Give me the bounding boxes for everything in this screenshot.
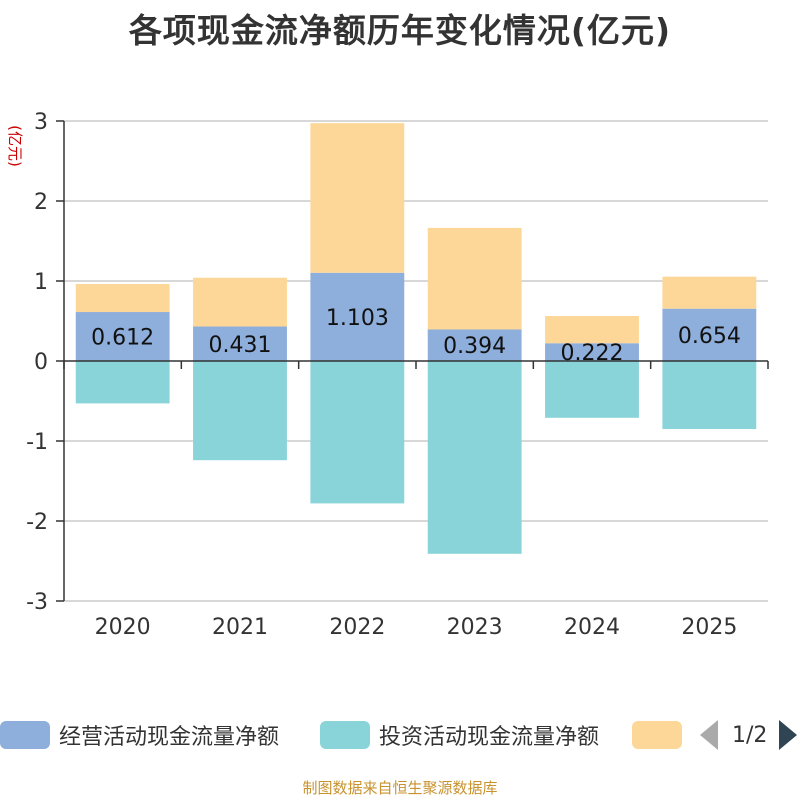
bar-series1-2021[interactable] bbox=[193, 361, 287, 461]
bar-series1-2025[interactable] bbox=[662, 361, 757, 429]
y-tick-label-6: -3 bbox=[26, 590, 48, 615]
y-tick-label-4: -1 bbox=[26, 430, 48, 455]
bar-series2-2023[interactable] bbox=[427, 227, 522, 330]
bar-series0-2022[interactable] bbox=[310, 272, 405, 361]
legend-swatch-third bbox=[632, 721, 682, 749]
data-label-2020: 0.612 bbox=[91, 326, 154, 351]
data-label-2025: 0.654 bbox=[678, 324, 741, 349]
legend-prev-page-icon[interactable] bbox=[700, 720, 718, 750]
data-source-footer: 制图数据来自恒生聚源数据库 bbox=[302, 779, 498, 797]
bar-series0-2020[interactable] bbox=[75, 312, 170, 361]
data-label-2021: 0.431 bbox=[209, 333, 272, 358]
y-tick-label-3: 0 bbox=[34, 350, 48, 375]
x-tick-label-2023: 2023 bbox=[447, 615, 503, 640]
data-label-2023: 0.394 bbox=[443, 334, 506, 359]
bar-series1-2020[interactable] bbox=[75, 361, 170, 404]
legend-label-investing: 投资活动现金流量净额 bbox=[379, 725, 600, 750]
data-label-2024: 0.222 bbox=[561, 341, 624, 366]
data-label-2022: 1.103 bbox=[326, 306, 389, 331]
grid-lines bbox=[64, 120, 768, 602]
bar-series1-2023[interactable] bbox=[427, 361, 522, 554]
y-tick-label-2: 1 bbox=[34, 270, 48, 295]
legend-pager: 1/2 bbox=[700, 720, 798, 750]
bars bbox=[75, 123, 757, 554]
legend-swatch-operating bbox=[0, 721, 50, 749]
bar-series1-2022[interactable] bbox=[310, 361, 405, 504]
legend-item-operating[interactable]: 经营活动现金流量净额 bbox=[0, 720, 279, 750]
y-tick-label-5: -2 bbox=[26, 510, 48, 535]
legend-next-page-icon[interactable] bbox=[779, 720, 798, 750]
x-tick-label-2025: 2025 bbox=[681, 615, 737, 640]
legend: 经营活动现金流量净额 投资活动现金流量净额 1/2 bbox=[0, 714, 800, 754]
bar-series0-2025[interactable] bbox=[662, 308, 757, 361]
bar-series0-2021[interactable] bbox=[193, 326, 287, 361]
bar-series1-2024[interactable] bbox=[545, 361, 639, 418]
bar-series0-2024[interactable] bbox=[545, 343, 639, 361]
data-labels: 0.612 0.431 1.103 0.394 0.222 0.654 bbox=[91, 306, 741, 366]
y-tick-label-0: 3 bbox=[34, 110, 48, 135]
y-axis-label: (亿元) bbox=[6, 125, 24, 167]
tick-labels: 3 2 1 0 -1 -2 -3 2020 2021 2022 2023 2024 2025 bbox=[26, 110, 737, 640]
legend-item-investing[interactable]: 投资活动现金流量净额 bbox=[320, 720, 599, 750]
legend-page-indicator: 1/2 bbox=[732, 722, 768, 748]
legend-item-third[interactable] bbox=[632, 720, 682, 750]
bar-series0-2023[interactable] bbox=[427, 329, 522, 361]
y-tick-label-1: 2 bbox=[34, 190, 48, 215]
legend-swatch-investing bbox=[320, 721, 370, 749]
chart-title: 各项现金流净额历年变化情况(亿元) bbox=[128, 11, 672, 50]
bar-series2-2024[interactable] bbox=[545, 316, 639, 344]
x-tick-label-2022: 2022 bbox=[329, 615, 385, 640]
bar-series2-2022[interactable] bbox=[310, 123, 405, 273]
x-tick-label-2020: 2020 bbox=[95, 615, 151, 640]
bar-series2-2021[interactable] bbox=[193, 277, 287, 327]
x-tick-label-2024: 2024 bbox=[564, 615, 620, 640]
bar-series2-2025[interactable] bbox=[662, 276, 757, 309]
bar-series2-2020[interactable] bbox=[75, 284, 170, 313]
legend-label-operating: 经营活动现金流量净额 bbox=[59, 725, 280, 750]
x-tick-label-2021: 2021 bbox=[212, 615, 268, 640]
axes bbox=[56, 120, 769, 602]
